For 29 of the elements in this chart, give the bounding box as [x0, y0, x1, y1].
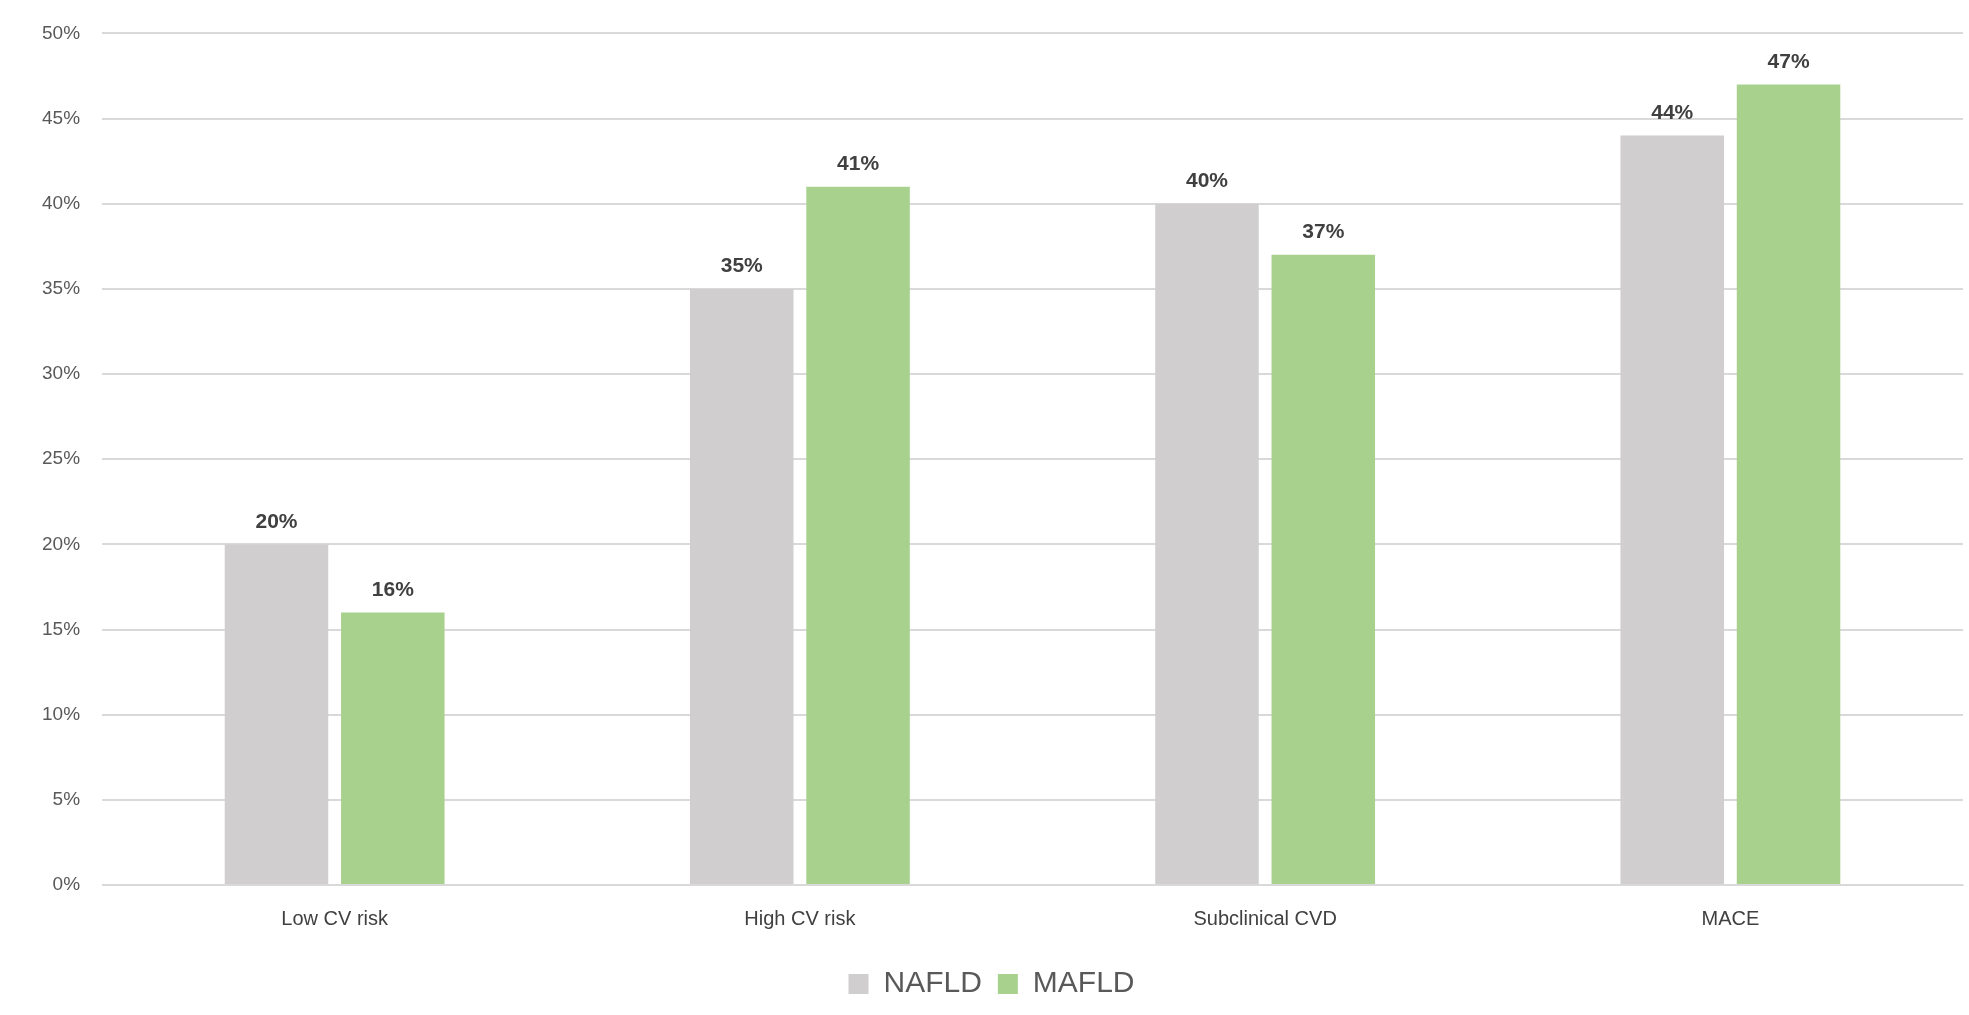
- y-tick-label: 50%: [42, 21, 81, 43]
- y-tick-label: 30%: [42, 362, 81, 384]
- y-tick-label: 5%: [52, 788, 81, 810]
- y-tick-label: 20%: [42, 532, 81, 554]
- bar: [1271, 254, 1376, 884]
- data-label: 44%: [1651, 99, 1694, 123]
- bar: [1736, 84, 1841, 884]
- y-tick-label: 40%: [42, 191, 81, 213]
- data-label: 47%: [1767, 48, 1810, 72]
- data-label: 41%: [837, 150, 880, 174]
- x-tick-label: MACE: [1701, 906, 1760, 929]
- data-label: 37%: [1302, 219, 1345, 243]
- bar: [341, 612, 445, 884]
- y-tick-label: 0%: [52, 873, 81, 895]
- data-label: 40%: [1185, 168, 1229, 192]
- x-tick-label: High CV risk: [744, 906, 857, 929]
- x-tick-label: Subclinical CVD: [1193, 906, 1337, 929]
- y-tick-label: 35%: [42, 277, 81, 299]
- data-label: 35%: [720, 253, 764, 277]
- x-tick-label: Low CV risk: [281, 906, 389, 929]
- legend-label: MAFLD: [1032, 965, 1135, 999]
- data-label: 20%: [255, 508, 298, 532]
- bar: [806, 186, 910, 884]
- data-label: 16%: [371, 576, 415, 600]
- y-tick-label: 15%: [42, 617, 81, 639]
- y-tick-label: 45%: [42, 106, 81, 128]
- y-tick-label: 25%: [42, 447, 81, 469]
- legend-label: NAFLD: [883, 965, 982, 999]
- y-tick-label: 10%: [42, 702, 81, 724]
